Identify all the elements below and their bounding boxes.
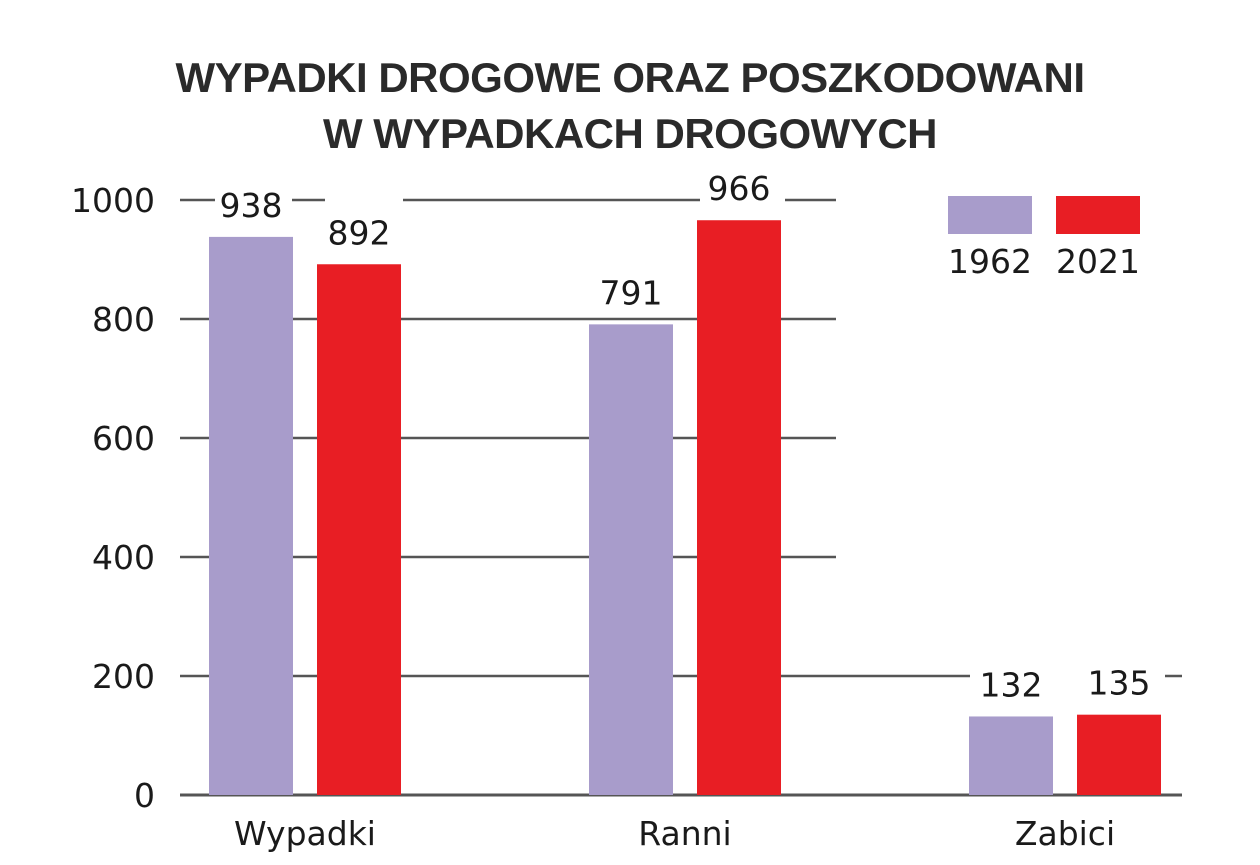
data-labels: 938 892 791 966 132 135	[220, 169, 1151, 704]
y-tick-label: 1000	[71, 181, 155, 220]
data-label: 791	[600, 273, 663, 312]
bars	[209, 220, 1161, 796]
y-tick-label: 400	[92, 538, 155, 577]
bar-wypadki-2021	[317, 264, 401, 795]
bar-zabici-2021	[1077, 714, 1161, 795]
data-label: 132	[980, 665, 1043, 704]
y-axis-ticks: 0 200 400 600 800 1000	[71, 181, 155, 815]
data-label: 966	[708, 169, 771, 208]
legend-swatch-1962	[948, 196, 1032, 234]
data-label: 135	[1088, 664, 1151, 703]
legend-label: 1962	[948, 242, 1032, 281]
bar-wypadki-1962	[209, 236, 293, 795]
y-tick-label: 0	[134, 776, 155, 815]
data-label: 938	[220, 186, 283, 225]
category-label: Wypadki	[234, 814, 376, 853]
data-label: 892	[328, 213, 391, 252]
category-label: Ranni	[638, 814, 731, 853]
category-label: Zabici	[1015, 814, 1115, 853]
y-tick-label: 600	[92, 419, 155, 458]
chart-title-line-1: WYPADKI DROGOWE ORAZ POSZKODOWANI	[175, 54, 1084, 101]
legend-swatch-2021	[1056, 196, 1140, 234]
bar-ranni-2021	[697, 220, 781, 796]
x-axis-categories: Wypadki Ranni Zabici	[234, 814, 1115, 853]
chart-title-line-2: W WYPADKACH DROGOWYCH	[323, 110, 937, 157]
legend: 1962 2021	[948, 196, 1140, 281]
y-tick-label: 200	[92, 657, 155, 696]
legend-label: 2021	[1056, 242, 1140, 281]
bar-zabici-1962	[969, 716, 1053, 795]
bar-ranni-1962	[589, 324, 673, 795]
y-tick-label: 800	[92, 300, 155, 339]
